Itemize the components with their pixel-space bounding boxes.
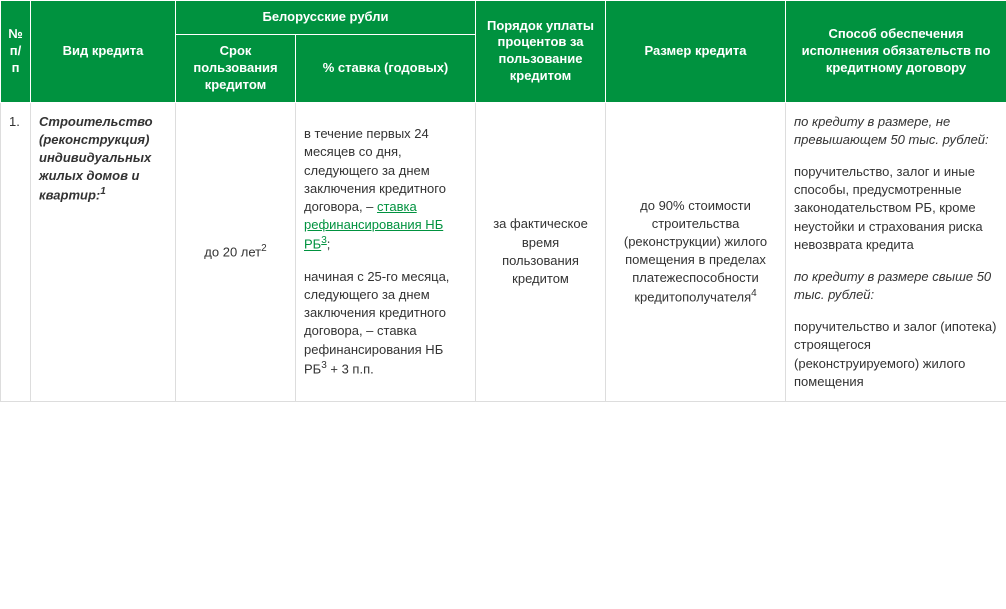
cell-collateral: по кредиту в размере, не превышающем 50 … [786, 102, 1006, 401]
collateral-text-1: поручительство, залог и иные способы, пр… [794, 163, 998, 254]
rate-text-1a: в течение первых 24 месяцев со дня, след… [304, 126, 446, 214]
cell-num: 1. [1, 102, 31, 401]
collateral-heading-1: по кредиту в размере, не превышающем 50 … [794, 113, 998, 149]
rate-para-1: в течение первых 24 месяцев со дня, след… [304, 125, 467, 254]
term-footnote: 2 [261, 243, 267, 254]
term-text: до 20 лет [204, 244, 261, 259]
cell-size: до 90% стоимости строительства (реконстр… [606, 102, 786, 401]
col-header-currency: Белорусские рубли [176, 1, 476, 35]
cell-term: до 20 лет2 [176, 102, 296, 401]
col-header-payment: Порядок уплаты процентов за пользование … [476, 1, 606, 103]
rate-para-2: начиная с 25-го месяца, следующего за дн… [304, 268, 467, 378]
cell-type: Строительство (реконструкция) индивидуал… [31, 102, 176, 401]
table-header: № п/п Вид кредита Белорусские рубли Поря… [1, 1, 1006, 103]
cell-payment: за фактическое время пользования кредито… [476, 102, 606, 401]
collateral-heading-2: по кредиту в размере свыше 50 тыс. рубле… [794, 268, 998, 304]
rate-text-2b: + 3 п.п. [327, 361, 374, 376]
col-header-rate: % ставка (годовых) [296, 34, 476, 102]
col-header-term: Срок пользования кредитом [176, 34, 296, 102]
col-header-size: Размер кредита [606, 1, 786, 103]
credit-table: № п/п Вид кредита Белорусские рубли Поря… [0, 0, 1006, 402]
table-row: 1. Строительство (реконструкция) индивид… [1, 102, 1006, 401]
cell-rate: в течение первых 24 месяцев со дня, след… [296, 102, 476, 401]
col-header-collateral: Способ обеспечения исполнения обязательс… [786, 1, 1006, 103]
type-footnote: 1 [100, 186, 106, 197]
rate-text-1b: ; [327, 237, 331, 252]
size-text: до 90% стоимости строительства (реконстр… [624, 198, 767, 305]
col-header-num: № п/п [1, 1, 31, 103]
collateral-text-2: поручительство и залог (ипотека) строяще… [794, 318, 998, 391]
col-header-type: Вид кредита [31, 1, 176, 103]
size-footnote: 4 [751, 288, 757, 299]
type-text: Строительство (реконструкция) индивидуал… [39, 114, 153, 203]
